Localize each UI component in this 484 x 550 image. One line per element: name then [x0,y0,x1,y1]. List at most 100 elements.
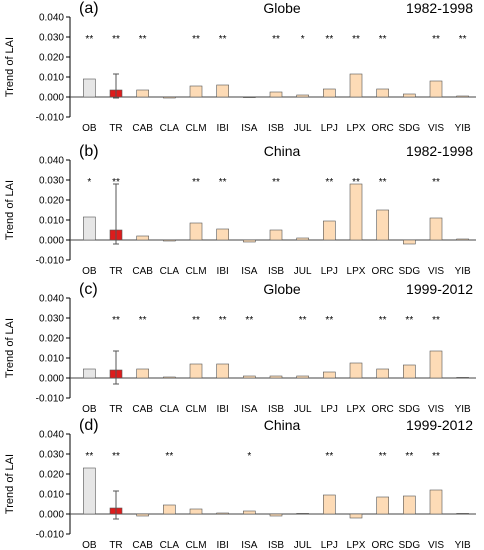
bar-cla [163,376,176,379]
significance-mark: ** [272,177,280,188]
significance-mark: ** [379,177,387,188]
significance-mark: ** [192,177,200,188]
x-tick-label: JUL [294,540,312,550]
y-tick-label: -0.010 [36,113,65,124]
y-tick-label: 0.030 [39,314,64,325]
y-tick-label: 0.040 [39,156,64,167]
bar-yib [456,238,469,241]
y-axis-label: Trend of LAI [4,180,16,240]
y-tick-label: 0.020 [39,196,64,207]
x-tick-label: VIS [428,266,444,277]
x-tick-label: CLM [185,123,206,134]
y-tick-label: 0.010 [39,216,64,227]
x-tick-label: CAB [132,266,153,277]
significance-mark: ** [139,315,147,326]
significance-mark: ** [272,34,280,45]
x-tick-label: SDG [398,266,420,277]
significance-mark: ** [459,34,467,45]
bar-vis [429,489,443,515]
y-axis-label: Trend of LAI [4,37,16,97]
x-tick-label: IBI [217,123,229,134]
significance-mark: ** [432,315,440,326]
x-tick-label: ISB [268,123,284,134]
panel-period: 1999-2012 [406,417,473,433]
bar-lpx [349,183,363,241]
bar-clm [189,222,203,241]
bar-cla [163,239,176,242]
y-tick-label: 0.020 [39,470,64,481]
y-tick-label: 0.000 [39,93,64,104]
x-tick-label: YIB [455,266,471,277]
y-tick-label: 0.020 [39,53,64,64]
x-tick-label: SDG [398,540,420,550]
significance-mark: ** [432,34,440,45]
x-tick-label: ISA [241,540,257,550]
significance-mark: ** [325,177,333,188]
y-tick-label: 0.020 [39,334,64,345]
bar-ob [83,368,96,379]
panel-region: China [264,143,301,159]
significance-mark: ** [139,34,147,45]
x-tick-label: LPJ [321,123,338,134]
bar-clm [189,363,203,379]
x-tick-label: VIS [428,123,444,134]
panel-period: 1982-1998 [406,0,473,16]
panel-a: (a) Globe 1982-1998 0.040 0.030 0.020 0.010 0.0… [4,0,476,134]
significance-mark: ** [192,315,200,326]
x-tick-label: CLA [160,540,180,550]
significance-mark: * [247,451,251,462]
bar-orc [376,88,389,98]
bar-ibi [216,84,229,98]
bar-sdg [403,239,416,245]
bar-vis [429,80,443,98]
y-tick-label: 0.010 [39,490,64,501]
x-tick-label: CAB [132,123,153,134]
bar-lpj [323,88,336,98]
x-tick-label: LPJ [321,266,338,277]
y-tick-label: 0.030 [39,176,64,187]
bar-ob [83,216,96,241]
bar-vis [429,350,443,379]
x-tick-label: OB [82,123,97,134]
x-tick-label: IBI [217,404,229,415]
bar-yib [456,95,469,98]
y-axis-label: Trend of LAI [4,454,16,514]
bar-lpx [349,362,363,379]
y-tick-label: 0.010 [39,354,64,365]
bar-vis [429,217,443,241]
y-tick-label: 0.030 [39,33,64,44]
bar-isa [243,375,256,379]
bar-isb [269,375,283,379]
significance-mark: ** [352,177,360,188]
significance-mark: ** [85,451,93,462]
bar-sdg [403,364,416,379]
y-tick-label: -0.010 [36,256,65,267]
bar-sdg [403,93,416,98]
x-tick-label: CLM [185,540,206,550]
panel-region: Globe [263,281,301,297]
x-tick-label: ISA [241,266,257,277]
bar-isa [243,239,256,243]
x-tick-label: CAB [132,540,153,550]
y-tick-label: 0.000 [39,236,64,247]
significance-mark: ** [112,34,120,45]
x-tick-label: CAB [132,404,153,415]
bar-jul [296,237,309,241]
bar-isa [243,510,256,515]
significance-mark: ** [192,34,200,45]
x-tick-label: CLA [160,404,180,415]
bar-cla [163,96,176,99]
significance-mark: ** [112,177,120,188]
significance-mark: ** [325,34,333,45]
x-tick-label: LPX [347,404,366,415]
x-tick-label: SDG [398,404,420,415]
panel-c: (c) Globe 1999-2012 0.040 0.030 0.020 0.010 0.0… [4,281,476,415]
bar-isb [269,513,283,517]
x-tick-label: TR [109,404,122,415]
significance-mark: ** [112,451,120,462]
panel-letter: (a) [79,0,99,17]
x-tick-label: ISB [268,266,284,277]
significance-mark: ** [112,315,120,326]
x-tick-label: CLA [160,266,180,277]
x-tick-label: JUL [294,266,312,277]
